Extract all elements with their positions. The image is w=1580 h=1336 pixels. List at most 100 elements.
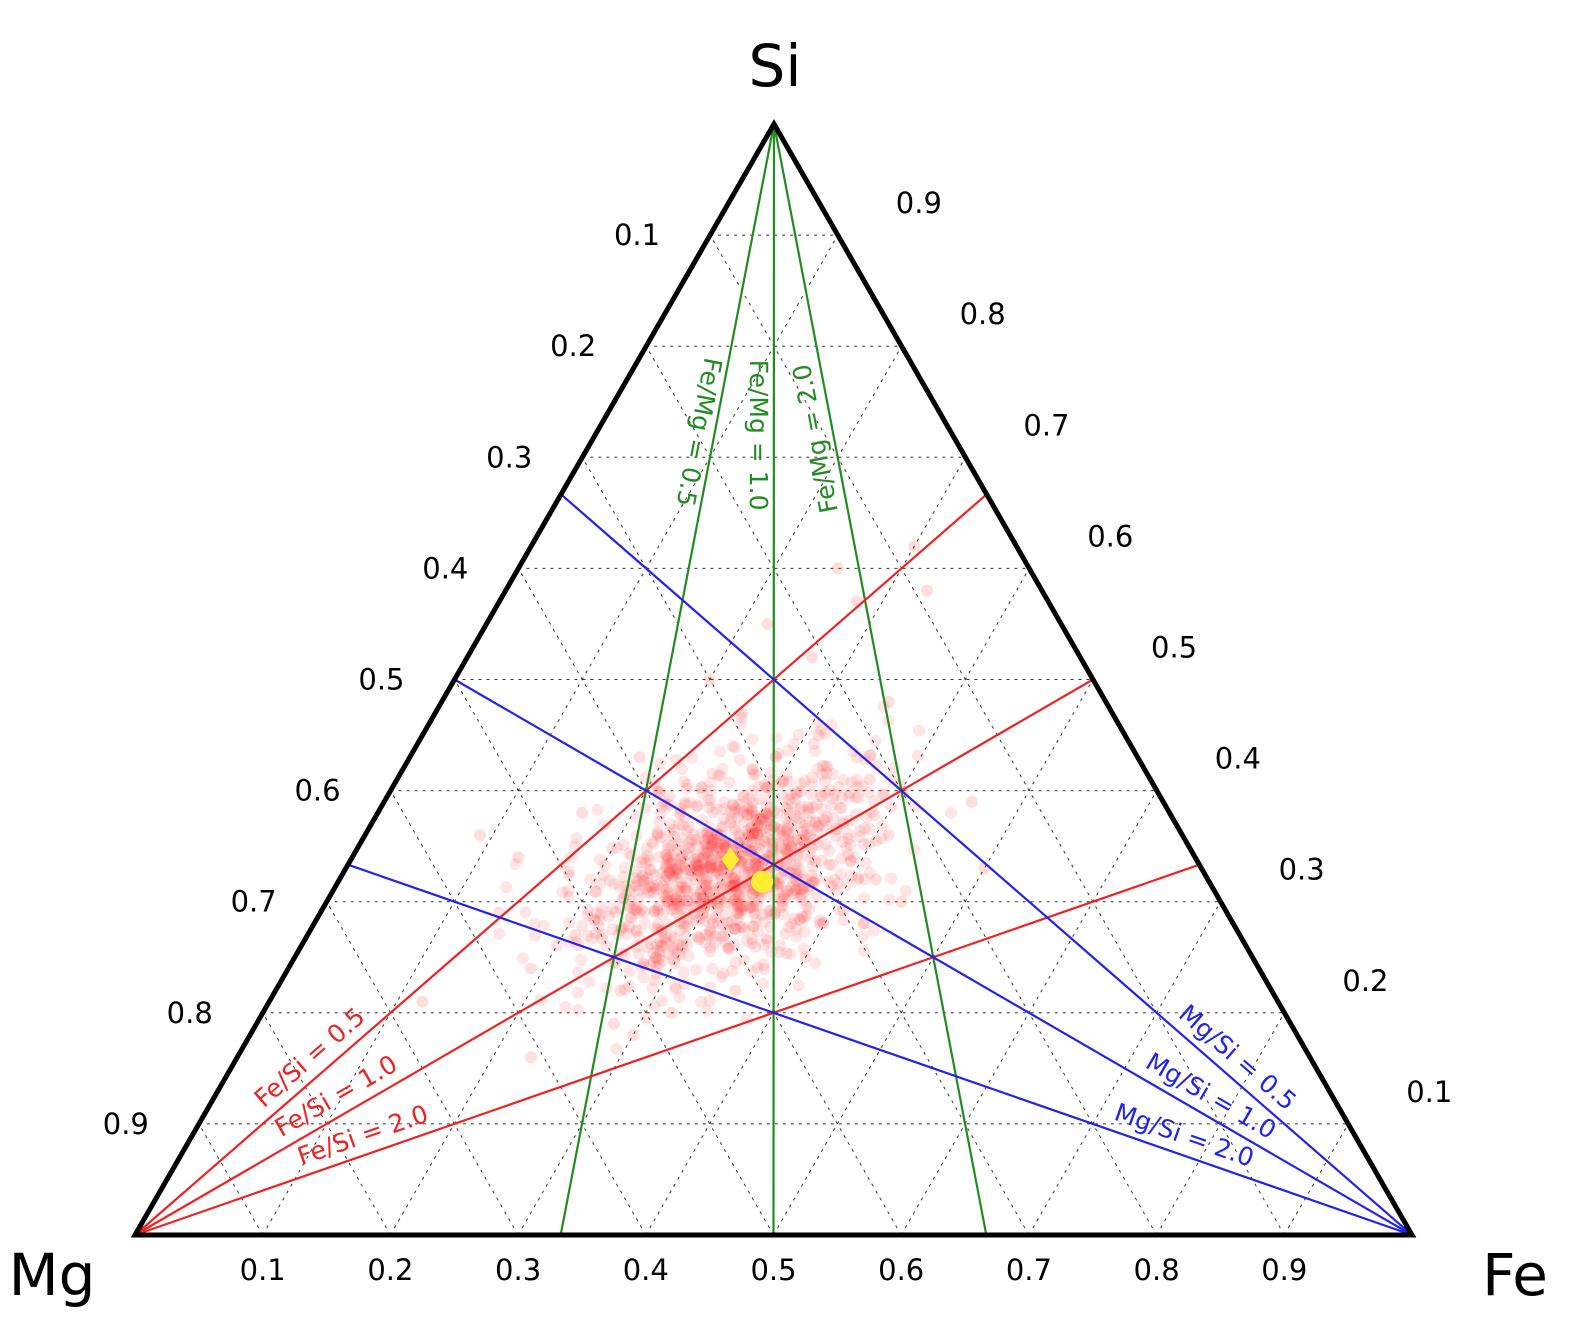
sample-point	[720, 908, 732, 921]
sample-point	[516, 952, 529, 965]
sample-point	[809, 815, 822, 828]
sample-point	[714, 845, 727, 858]
sample-point	[645, 835, 658, 848]
sample-point	[668, 903, 681, 916]
sample-point	[740, 809, 753, 821]
sample-point	[701, 885, 714, 898]
sample-point	[629, 904, 642, 917]
sample-point	[797, 834, 810, 847]
sample-point	[733, 798, 746, 811]
sample-point	[747, 900, 760, 913]
sample-point	[689, 859, 702, 872]
sample-point	[815, 802, 828, 815]
sample-point	[711, 903, 724, 916]
sample-point	[837, 773, 850, 786]
sample-point	[792, 979, 805, 992]
sample-point	[758, 915, 771, 928]
sample-point	[725, 812, 738, 825]
sample-point	[729, 923, 742, 935]
sample-point	[678, 775, 690, 788]
sample-point	[648, 905, 661, 918]
sample-point	[706, 839, 719, 852]
sample-point	[630, 923, 643, 936]
sample-point	[729, 984, 742, 997]
sample-point	[717, 838, 730, 851]
sample-point	[568, 840, 581, 853]
sample-point	[736, 900, 749, 913]
sample-point	[788, 912, 801, 925]
sample-point	[696, 786, 709, 799]
sample-point	[799, 951, 812, 964]
sample-point	[759, 781, 772, 793]
sample-point	[650, 883, 663, 895]
sample-point	[701, 861, 714, 874]
sample-point	[559, 1001, 572, 1014]
sample-point	[655, 867, 668, 880]
sample-point	[688, 861, 701, 873]
sample-point	[703, 673, 716, 686]
sample-point	[673, 881, 686, 894]
sample-point	[581, 909, 594, 922]
sample-point	[746, 733, 759, 745]
sample-point	[676, 832, 689, 844]
sample-point	[669, 892, 682, 905]
sample-point	[607, 878, 620, 890]
sample-point	[746, 933, 759, 945]
sample-point	[921, 584, 934, 597]
sample-point	[728, 806, 741, 818]
sample-point	[697, 851, 710, 864]
sample-point	[576, 919, 589, 932]
sample-point	[493, 927, 506, 940]
sample-point	[697, 880, 710, 893]
sample-point	[687, 828, 700, 841]
sample-point	[512, 851, 525, 864]
sample-point	[782, 744, 795, 757]
sample-point	[707, 806, 719, 819]
sample-point	[844, 838, 857, 851]
sample-point	[524, 962, 537, 975]
sample-point	[593, 920, 605, 933]
sample-point	[672, 818, 685, 831]
sample-point	[784, 947, 797, 960]
triangle-frame	[130, 118, 1417, 1238]
sample-point	[796, 910, 809, 923]
tick-label-fe: 0.1	[240, 1253, 286, 1287]
sample-point	[749, 814, 762, 827]
tick-label-right: 0.2	[1342, 964, 1388, 998]
sample-point	[706, 917, 719, 930]
sample-point	[857, 930, 870, 943]
sample-point	[704, 860, 717, 872]
sample-point	[710, 865, 723, 878]
sample-point	[715, 970, 728, 983]
sample-point	[691, 930, 704, 943]
sample-point	[716, 762, 729, 775]
tick-label-right: 0.6	[1087, 519, 1133, 553]
sample-point	[697, 892, 710, 905]
sample-point	[728, 821, 741, 834]
sample-point	[694, 781, 707, 794]
sample-point	[895, 895, 908, 908]
sample-point	[509, 858, 522, 871]
sample-point	[803, 846, 816, 859]
sample-point	[676, 819, 689, 832]
sample-point	[648, 905, 661, 918]
sample-point	[696, 883, 709, 895]
sample-point	[777, 790, 789, 803]
sample-point	[803, 829, 816, 842]
sample-point	[747, 768, 760, 781]
sample-point	[730, 897, 743, 909]
sample-point	[660, 799, 673, 812]
sample-point	[796, 825, 809, 838]
tick-label-left: 0.3	[486, 440, 532, 474]
sample-point	[704, 794, 717, 806]
sample-point	[663, 894, 676, 907]
sample-point	[783, 837, 796, 850]
sample-point	[805, 788, 818, 801]
tick-label-fe: 0.8	[1134, 1253, 1180, 1287]
sample-point	[641, 849, 654, 862]
sample-point	[850, 773, 863, 786]
sample-point	[715, 863, 728, 876]
sample-point	[789, 930, 802, 943]
sample-point	[777, 775, 790, 788]
sample-point	[795, 777, 807, 790]
